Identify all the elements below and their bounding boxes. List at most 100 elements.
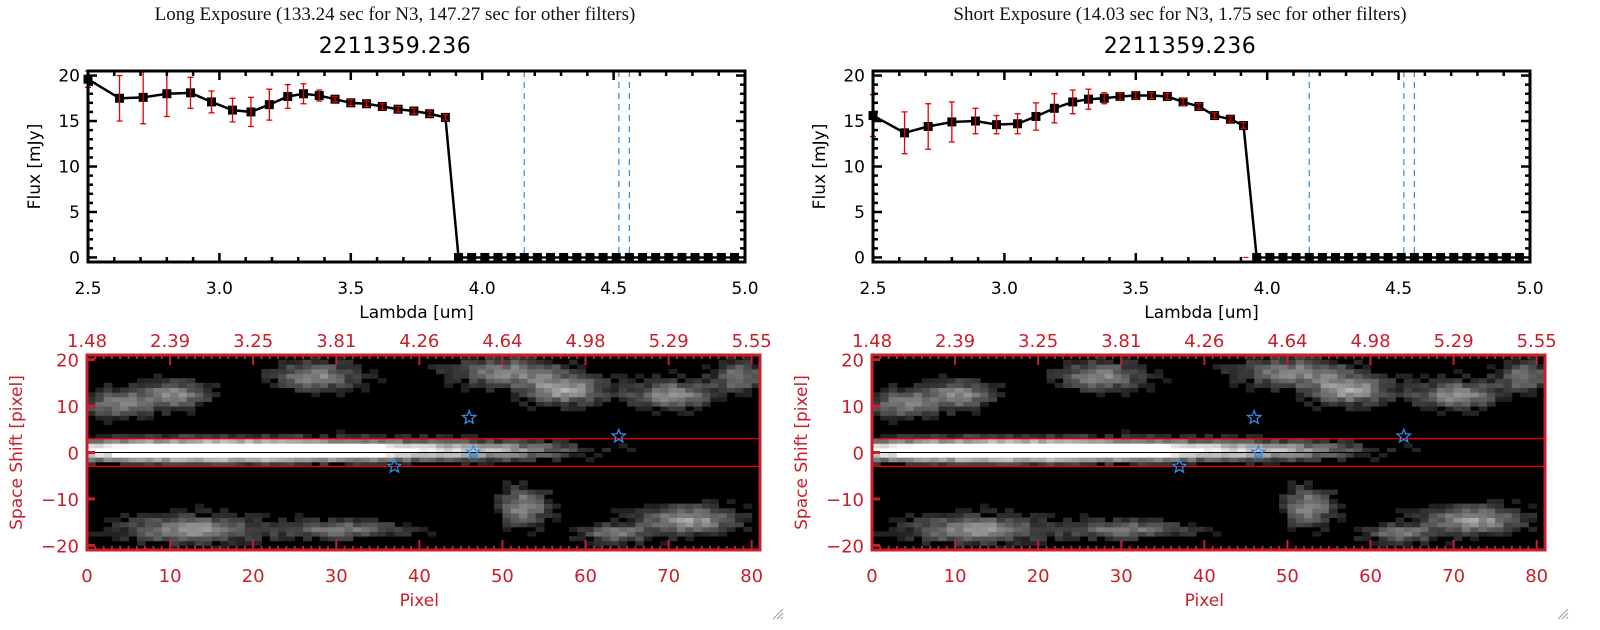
resize-grip-icon[interactable]	[770, 606, 784, 620]
image-pixel	[1295, 452, 1305, 458]
image-pixel	[1420, 387, 1430, 393]
image-pixel	[502, 438, 512, 444]
image-pixel	[1345, 382, 1355, 388]
image-pixel	[153, 406, 163, 412]
image-pixel	[1237, 378, 1247, 384]
image-pixel	[896, 457, 906, 463]
image-pixel	[219, 438, 229, 444]
image-pixel	[668, 396, 678, 402]
image-pixel	[660, 503, 670, 509]
image-pixel	[269, 522, 279, 528]
image-pixel	[170, 461, 179, 467]
image-pixel	[1112, 387, 1122, 393]
image-pixel	[938, 401, 948, 407]
data-point	[624, 252, 634, 262]
image-pixel	[1436, 378, 1446, 384]
image-pixel	[219, 508, 229, 514]
image-pixel	[303, 433, 312, 440]
image-pixel	[161, 522, 171, 528]
image-pixel	[1378, 392, 1388, 398]
image-pixel	[627, 526, 636, 532]
image-pixel	[593, 373, 603, 379]
image-pixel	[145, 452, 154, 458]
image-pixel	[1046, 531, 1056, 537]
image-pixel	[1063, 359, 1072, 365]
image-pixel	[610, 382, 620, 388]
image-pixel	[502, 508, 512, 514]
image-pixel	[1412, 536, 1421, 542]
image-pixel	[1403, 382, 1413, 388]
star-icon	[464, 443, 482, 460]
image-pixel	[178, 522, 188, 528]
image-pixel	[1013, 512, 1023, 518]
image-pixel	[1403, 508, 1413, 514]
image-pixel	[261, 522, 271, 528]
image-pixel	[361, 433, 370, 440]
image-pixel	[1112, 438, 1122, 444]
image-pixel	[1304, 368, 1313, 375]
image-pixel	[1312, 489, 1322, 495]
image-pixel	[1146, 373, 1155, 379]
image-pixel	[1162, 433, 1172, 440]
image-pixel	[1478, 508, 1488, 514]
image-pixel	[1337, 392, 1347, 398]
image-pixel	[294, 452, 304, 458]
image-pixel	[676, 396, 686, 402]
image-pixel	[161, 517, 171, 523]
image-pixel	[153, 438, 163, 444]
image-pixel	[186, 522, 196, 528]
image-pixel	[996, 526, 1006, 532]
image-pixel	[1287, 512, 1297, 518]
data-point	[1278, 252, 1288, 262]
image-pixel	[178, 540, 188, 546]
image-pixel	[735, 392, 744, 398]
image-pixel	[921, 443, 931, 449]
image-pixel	[1237, 364, 1247, 370]
image-pixel	[178, 452, 188, 458]
image-pixel	[1461, 526, 1471, 532]
image-pixel	[888, 438, 898, 444]
image-pixel	[1511, 498, 1521, 505]
image-pixel	[519, 378, 528, 384]
image-pixel	[1387, 378, 1396, 384]
image-pixel	[1063, 531, 1072, 537]
image-pixel	[1063, 364, 1072, 370]
image-pixel	[361, 526, 370, 532]
image-pixel	[386, 452, 395, 458]
image-pixel	[913, 438, 923, 444]
image-pixel	[178, 401, 188, 407]
image-pixel	[111, 392, 121, 398]
image-pixel	[120, 433, 130, 440]
image-pixel	[469, 457, 479, 463]
image-pixel	[1129, 373, 1139, 379]
image-pixel	[1312, 494, 1322, 500]
image-pixel	[253, 438, 262, 444]
image-pixel	[735, 387, 744, 393]
image-pixel	[1129, 526, 1139, 532]
image-pixel	[896, 447, 906, 453]
image-pixel	[1229, 368, 1239, 375]
image-pixel	[485, 364, 495, 370]
x-axis-label: Pixel	[1185, 591, 1224, 611]
image-pixel	[1229, 443, 1239, 449]
resize-grip-icon[interactable]	[1555, 606, 1569, 620]
image-pixel	[286, 457, 296, 463]
image-pixel	[1079, 457, 1089, 463]
image-pixel	[95, 401, 105, 407]
image-pixel	[660, 526, 670, 532]
image-pixel	[1328, 382, 1338, 388]
image-pixel	[1436, 508, 1446, 514]
image-pixel	[1295, 364, 1305, 370]
image-pixel	[1312, 355, 1322, 361]
image-pixel	[938, 536, 948, 542]
image-pixel	[610, 373, 620, 379]
image-pixel	[170, 457, 179, 463]
image-pixel	[535, 382, 545, 388]
image-pixel	[1004, 443, 1014, 449]
image-pixel	[95, 438, 105, 444]
image-pixel	[153, 378, 163, 384]
image-pixel	[635, 540, 645, 546]
image-pixel	[1071, 452, 1081, 458]
image-pixel	[1445, 531, 1455, 537]
image-pixel	[195, 526, 204, 532]
